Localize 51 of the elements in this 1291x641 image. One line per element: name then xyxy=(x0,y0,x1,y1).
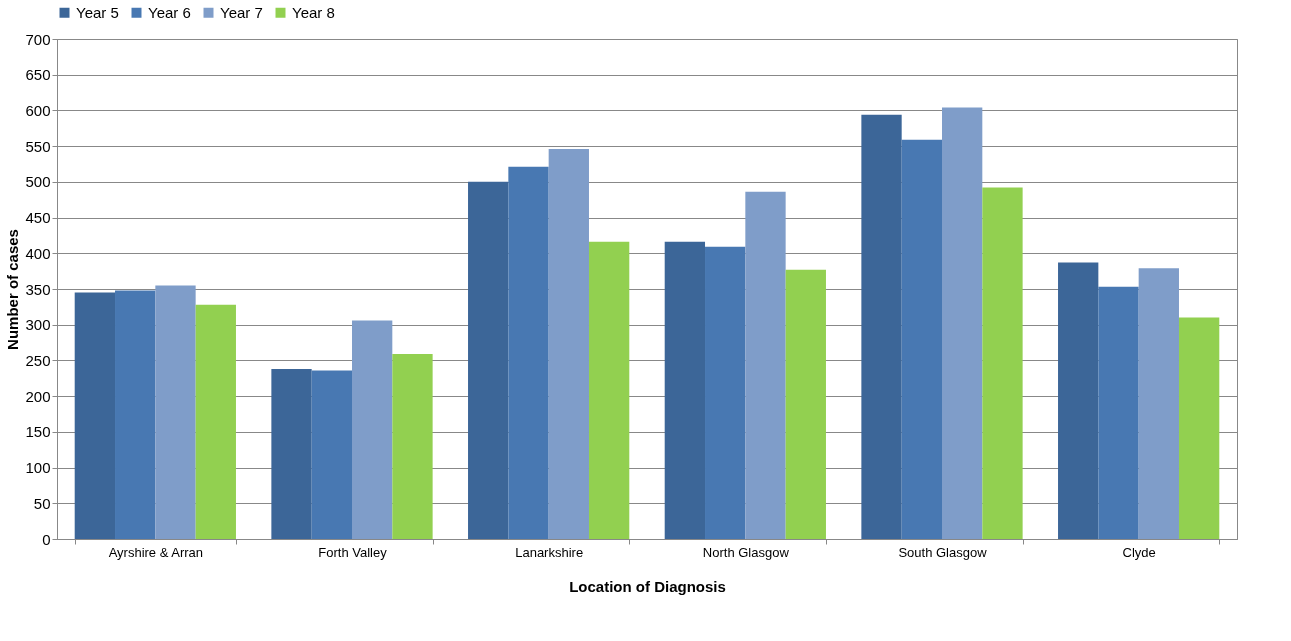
x-tick-label: Forth Valley xyxy=(318,544,388,560)
bar xyxy=(195,304,236,539)
y-axis-title: Number of cases xyxy=(4,229,22,350)
bar xyxy=(508,166,549,539)
y-tick-label: 550 xyxy=(25,137,51,155)
x-tick-label: Lanarkshire xyxy=(515,544,584,560)
y-tick-label: 100 xyxy=(25,459,51,477)
legend-label: Year 5 xyxy=(76,3,119,21)
bar xyxy=(115,290,156,539)
bar xyxy=(745,191,786,539)
bar xyxy=(942,107,983,539)
x-axis-title: Location of Diagnosis xyxy=(569,577,726,595)
y-tick-label: 500 xyxy=(25,173,51,191)
y-tick-label: 650 xyxy=(25,66,51,84)
x-tick-label: Ayrshire & Arran xyxy=(108,544,204,560)
bar xyxy=(705,246,746,539)
y-tick-label: 450 xyxy=(25,209,51,227)
bar xyxy=(1178,317,1220,539)
bar xyxy=(588,241,630,539)
y-tick-label: 600 xyxy=(25,101,51,119)
y-tick-label: 350 xyxy=(25,280,51,298)
y-tick-label: 400 xyxy=(25,244,51,262)
bar xyxy=(548,149,589,539)
x-tick-label: North Glasgow xyxy=(702,544,790,560)
bar xyxy=(155,285,196,539)
bar xyxy=(901,139,942,539)
bar xyxy=(311,370,352,539)
y-tick-label: 250 xyxy=(25,351,51,369)
y-tick-label: 150 xyxy=(25,423,51,441)
y-tick-label: 50 xyxy=(33,494,51,512)
y-tick-label: 300 xyxy=(25,316,51,334)
legend-label: Year 7 xyxy=(220,3,263,21)
legend-label: Year 8 xyxy=(292,3,335,21)
bar xyxy=(392,354,433,539)
legend-label: Year 6 xyxy=(148,3,191,21)
x-tick-label: South Glasgow xyxy=(898,544,988,560)
y-tick-label: 0 xyxy=(42,530,51,548)
bar xyxy=(74,292,116,539)
bar xyxy=(1098,286,1139,539)
bar xyxy=(982,187,1023,539)
bar xyxy=(1138,268,1179,539)
bar xyxy=(271,369,312,539)
y-tick-label: 700 xyxy=(25,30,51,48)
bar xyxy=(468,181,509,539)
bar xyxy=(861,114,902,539)
bar xyxy=(785,269,826,539)
x-tick-label: Clyde xyxy=(1122,544,1156,560)
y-tick-label: 200 xyxy=(25,387,51,405)
bar xyxy=(352,320,393,539)
bar xyxy=(1058,262,1099,539)
bar xyxy=(664,241,706,539)
